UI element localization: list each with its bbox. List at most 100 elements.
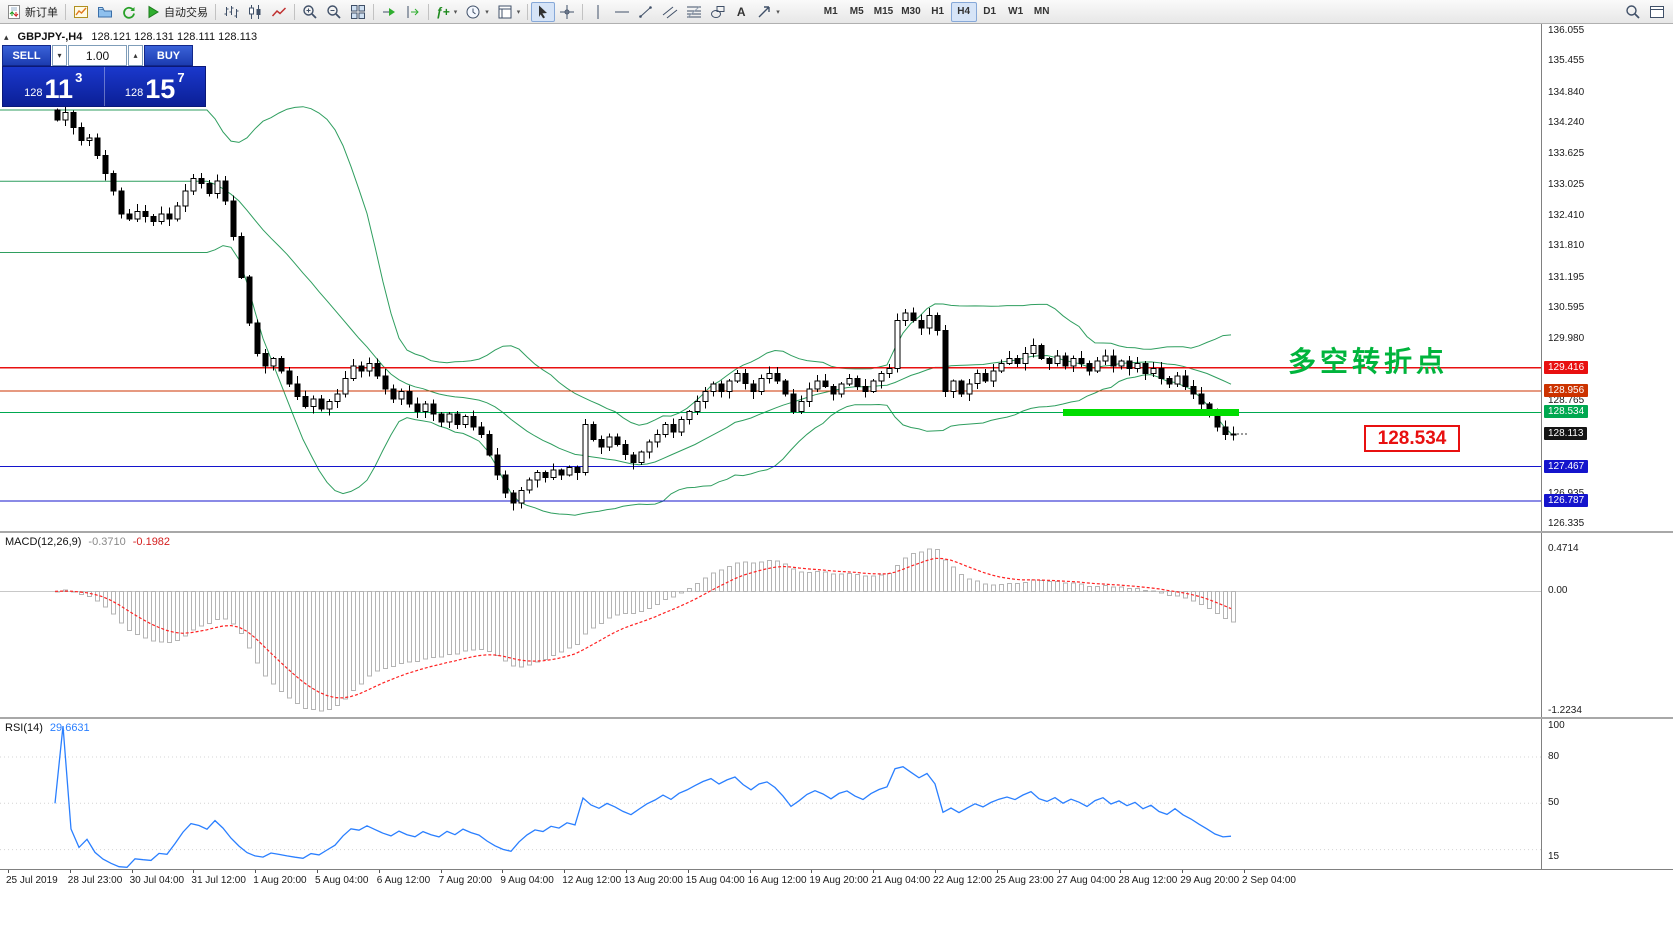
- rsi-scale-label: 80: [1548, 750, 1560, 762]
- macd-signal-value: -0.1982: [132, 536, 171, 548]
- channel-tool-button[interactable]: [658, 2, 682, 22]
- price-axis-label: 135.455: [1548, 55, 1585, 67]
- vertical-line-tool-button[interactable]: [586, 2, 610, 22]
- layout-button[interactable]: [1645, 2, 1669, 22]
- price-axis-label: 134.840: [1548, 86, 1585, 98]
- price-chart[interactable]: ▴ GBPJPY-,H4 128.121 128.131 128.111 128…: [0, 24, 1541, 531]
- cursor-tool-button[interactable]: [531, 1, 556, 22]
- search-button[interactable]: [1621, 2, 1645, 22]
- volume-increase-button[interactable]: ▴: [128, 45, 143, 66]
- arrows-tool-button[interactable]: ▾: [752, 2, 784, 22]
- volume-decrease-button[interactable]: ▾: [52, 45, 67, 66]
- timeframe-mn[interactable]: MN: [1033, 6, 1050, 17]
- shapes-tool-button[interactable]: [706, 2, 730, 22]
- volume-input[interactable]: [68, 45, 127, 66]
- sell-button[interactable]: SELL: [2, 45, 51, 66]
- price-axis-label: 134.240: [1548, 117, 1585, 129]
- buy-price-button[interactable]: 128 15 7: [105, 67, 206, 106]
- text-tool-button[interactable]: A: [730, 2, 752, 22]
- bar-chart-icon: [224, 5, 239, 18]
- tile-windows-button[interactable]: [346, 2, 370, 22]
- rsi-label: RSI(14) 29.6631: [5, 722, 90, 734]
- candlestick-chart-button[interactable]: [243, 2, 267, 22]
- timeframe-m1[interactable]: M1: [823, 6, 838, 17]
- candlestick-chart-canvas: [0, 105, 1541, 516]
- time-tick: [687, 870, 689, 873]
- profiles-button[interactable]: [93, 2, 117, 22]
- chevron-down-icon: ▾: [485, 8, 489, 16]
- line-chart-icon: [271, 6, 287, 17]
- text-tool-icon: A: [736, 4, 746, 19]
- fibonacci-tool-button[interactable]: [682, 2, 706, 22]
- time-axis-label: 7 Aug 20:00: [438, 875, 492, 886]
- zoom-out-button[interactable]: [322, 2, 346, 22]
- time-axis-label: 21 Aug 04:00: [871, 875, 931, 886]
- timeframe-m15[interactable]: M15: [873, 6, 894, 17]
- price-tag-128.534: 128.534: [1544, 405, 1589, 419]
- rsi-panel[interactable]: RSI(14) 29.6631: [0, 719, 1541, 869]
- rsi-scale-label: 15: [1548, 851, 1560, 863]
- time-axis-label: 16 Aug 12:00: [747, 875, 807, 886]
- sell-price-button[interactable]: 128 11 3: [3, 67, 104, 106]
- timeframe-h4[interactable]: H4: [950, 1, 977, 22]
- price-axis[interactable]: 136.055 135.455 134.840 134.240 133.625 133.0…: [1541, 24, 1673, 531]
- price-tag-128.956: 128.956: [1544, 384, 1589, 398]
- new-order-button[interactable]: 新订单: [2, 2, 62, 22]
- time-tick: [1058, 870, 1060, 873]
- autotrade-button[interactable]: 自动交易: [141, 2, 212, 22]
- time-axis-label: 31 Jul 12:00: [191, 875, 246, 886]
- timeframe-w1[interactable]: W1: [1008, 6, 1024, 17]
- time-tick: [626, 870, 627, 873]
- periods-button[interactable]: ▾: [461, 2, 493, 22]
- new-chart-icon: [74, 5, 88, 18]
- chart-symbol-period: GBPJPY-,H4: [17, 31, 83, 43]
- timeframe-d1[interactable]: D1: [983, 6, 997, 17]
- refresh-icon: [123, 6, 135, 19]
- time-tick: [255, 870, 257, 873]
- time-axis-label: 9 Aug 04:00: [500, 875, 554, 886]
- timeframe-m30[interactable]: M30: [901, 6, 921, 17]
- price-axis-label: 133.025: [1548, 178, 1585, 190]
- indicators-button[interactable]: ƒ+ ▾: [432, 2, 461, 22]
- time-tick: [564, 870, 566, 873]
- toolbar-right: [1621, 2, 1669, 22]
- chart-expander-icon[interactable]: ▴: [4, 31, 9, 42]
- timeframe-h1[interactable]: H1: [931, 6, 945, 17]
- time-tick: [811, 870, 813, 873]
- templates-button[interactable]: ▾: [493, 2, 525, 22]
- refresh-button[interactable]: [117, 2, 141, 22]
- rsi-scale-label: 100: [1548, 720, 1565, 732]
- time-tick: [69, 870, 71, 873]
- timeframe-m5[interactable]: M5: [849, 6, 864, 17]
- vertical-line-icon: [597, 4, 599, 19]
- buy-button[interactable]: BUY: [144, 45, 193, 66]
- trendline-tool-button[interactable]: [634, 2, 658, 22]
- sell-price-main: 11: [44, 74, 74, 104]
- macd-panel[interactable]: MACD(12,26,9) -0.3710 -0.1982: [0, 533, 1541, 717]
- price-level-box[interactable]: 128.534: [1364, 425, 1460, 452]
- crosshair-tool-button[interactable]: [555, 2, 579, 22]
- macd-name: MACD(12,26,9): [5, 536, 82, 548]
- candlestick-icon: [249, 4, 261, 19]
- new-chart-button[interactable]: [69, 2, 93, 22]
- price-tag-126.787: 126.787: [1544, 494, 1589, 508]
- time-tick: [996, 870, 998, 873]
- toolbar-separator: [294, 3, 295, 20]
- panel-splitter[interactable]: [0, 717, 1673, 719]
- turning-point-annotation[interactable]: 多空转折点: [1288, 346, 1449, 377]
- chart-shift-button[interactable]: [401, 2, 425, 22]
- zoom-in-button[interactable]: [298, 2, 322, 22]
- line-chart-button[interactable]: [267, 2, 291, 22]
- time-tick: [193, 870, 195, 873]
- trendline-icon: [639, 5, 653, 18]
- rsi-value: 29.6631: [49, 722, 90, 734]
- auto-scroll-button[interactable]: [377, 2, 401, 22]
- time-tick: [1182, 870, 1184, 873]
- macd-canvas: [0, 548, 1541, 712]
- time-axis[interactable]: 25 Jul 2019 28 Jul 23:00 30 Jul 04:00 31 Ju…: [0, 869, 1673, 890]
- arrow-tool-icon: [758, 5, 770, 17]
- panel-splitter[interactable]: [0, 531, 1673, 533]
- horizontal-line-tool-button[interactable]: [610, 2, 634, 22]
- bar-chart-button[interactable]: [219, 2, 243, 22]
- price-axis-label: 133.625: [1548, 148, 1585, 160]
